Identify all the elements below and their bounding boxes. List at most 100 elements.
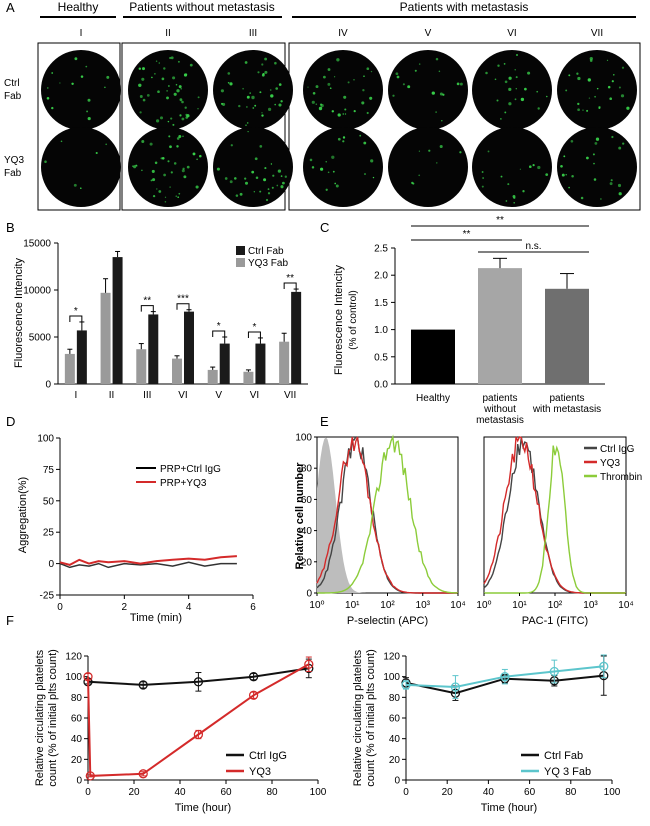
- fluorescent-platelet: [560, 164, 563, 168]
- fluorescent-platelet: [576, 72, 579, 75]
- f-right-y-tick-label: 120: [383, 652, 400, 663]
- fluorescent-platelet: [459, 151, 462, 154]
- fluorescent-platelet: [264, 167, 267, 170]
- panel-letter-c: C: [320, 220, 329, 235]
- fluorescent-platelet: [182, 167, 185, 170]
- fluorescent-platelet: [183, 73, 188, 77]
- fluorescent-platelet: [344, 108, 347, 111]
- fluorescent-platelet: [353, 78, 355, 81]
- fluorescent-platelet: [167, 160, 170, 163]
- fluorescent-platelet: [259, 190, 262, 193]
- e-legend-label: YQ3: [600, 458, 620, 469]
- fluorescent-platelet: [259, 145, 263, 148]
- d-y-tick-label: 100: [37, 434, 54, 445]
- fluorescent-platelet: [230, 144, 233, 147]
- b-y-tick-label: 10000: [23, 286, 51, 297]
- fluorescent-platelet: [181, 117, 185, 121]
- fluorescent-platelet: [261, 63, 264, 66]
- fluorescent-platelet: [587, 78, 591, 82]
- fluorescent-platelet: [267, 188, 270, 190]
- fluorescent-platelet: [284, 175, 287, 178]
- e-y-tick-label: 40: [301, 526, 313, 537]
- e-x-tick-label: 10⁴: [450, 600, 465, 611]
- fluorescent-platelet: [344, 113, 347, 115]
- b-bar-ctrl: [76, 330, 87, 384]
- f-left-x-tick-label: 60: [220, 787, 232, 798]
- fluorescent-platelet: [582, 109, 584, 111]
- group-label-with-metastasis: Patients with metastasis: [400, 0, 529, 14]
- f-right-x-tick-label: 100: [604, 787, 621, 798]
- fluorescent-platelet: [244, 61, 248, 64]
- e-histogram-yq3: [316, 436, 458, 594]
- f-right-x-label: Time (hour): [481, 802, 537, 814]
- c-category-label: patients: [482, 393, 517, 404]
- fluorescent-platelet: [370, 70, 373, 73]
- fluorescent-platelet: [395, 72, 399, 76]
- b-bar-yq3: [100, 292, 111, 384]
- f-left-data-point: [193, 677, 204, 687]
- group-label-without-metastasis: Patients without metastasis: [129, 0, 274, 14]
- b-significance-bracket: [140, 305, 154, 312]
- column-label-3: III: [249, 28, 257, 39]
- fluorescent-platelet: [259, 91, 262, 94]
- b-y-label: Fluorescence Intencity: [13, 257, 25, 368]
- fluorescent-platelet: [546, 95, 548, 98]
- microscopy-well: [388, 127, 468, 207]
- f-right-y-label-line1: Relative circulating platelets: [352, 649, 364, 786]
- fluorescent-platelet: [222, 102, 226, 106]
- fluorescent-platelet: [577, 108, 580, 112]
- fluorescent-platelet: [242, 87, 244, 90]
- fluorescent-platelet: [609, 182, 613, 186]
- fluorescent-platelet: [178, 85, 182, 89]
- b-bar-ctrl: [112, 257, 123, 384]
- frame-without-metastasis: [121, 42, 286, 211]
- row-label-1-line2: Fab: [4, 91, 22, 102]
- b-y-tick-label: 5000: [29, 333, 52, 344]
- fluorescent-platelet: [606, 59, 609, 61]
- c-y-label-line1: Fluorescence Intencity: [333, 264, 345, 375]
- e-legend-label: Ctrl IgG: [600, 444, 635, 455]
- b-x-tick-label: III: [143, 390, 151, 401]
- fluorescent-platelet: [261, 114, 264, 117]
- fluorescent-platelet: [512, 194, 516, 198]
- fluorescent-platelet: [151, 76, 153, 79]
- f-left-data-point: [248, 690, 259, 700]
- fluorescent-platelet: [318, 106, 323, 111]
- fluorescent-platelet: [73, 183, 77, 187]
- fluorescent-platelet: [175, 195, 178, 198]
- fluorescent-platelet: [436, 162, 438, 164]
- fluorescent-platelet: [245, 124, 247, 126]
- fluorescent-platelet: [364, 173, 366, 175]
- b-bar-yq3: [279, 341, 290, 384]
- b-significance-bracket: [212, 330, 226, 337]
- d-y-tick-label: 0: [48, 559, 54, 570]
- panel-letter-d: D: [6, 414, 15, 429]
- fluorescent-platelet: [504, 111, 507, 114]
- f-left-data-point: [304, 659, 314, 669]
- microscopy-well: [128, 50, 208, 130]
- d-series-line: [59, 561, 237, 569]
- f-left-x-tick-label: 0: [85, 787, 91, 798]
- d-x-tick-label: 0: [57, 602, 63, 613]
- e-x-tick-label: 10¹: [345, 600, 360, 611]
- fluorescent-platelet: [229, 180, 233, 184]
- fluorescent-platelet: [192, 152, 196, 156]
- microscopy-well: [388, 50, 468, 130]
- fluorescent-platelet: [181, 100, 184, 104]
- frame-with-metastasis: [288, 42, 641, 211]
- column-label-7: VII: [591, 28, 603, 39]
- fluorescent-platelet: [186, 114, 190, 118]
- fluorescent-platelet: [334, 182, 337, 185]
- fluorescent-platelet: [282, 181, 285, 185]
- fluorescent-platelet: [571, 174, 574, 178]
- f-left-x-tick-label: 100: [310, 787, 327, 798]
- fluorescent-platelet: [620, 94, 625, 98]
- fluorescent-platelet: [618, 192, 622, 196]
- fluorescent-platelet: [170, 171, 173, 174]
- fluorescent-platelet: [536, 90, 539, 93]
- fluorescent-platelet: [249, 92, 251, 94]
- fluorescent-platelet: [312, 91, 316, 95]
- b-x-tick-label: VI: [250, 390, 259, 401]
- fluorescent-platelet: [246, 122, 249, 124]
- b-y-tick-label: 15000: [23, 239, 51, 250]
